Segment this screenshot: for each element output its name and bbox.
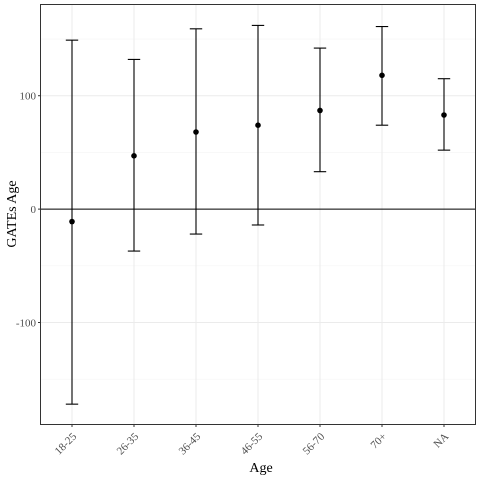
x-tick-label: 56-70 bbox=[301, 430, 328, 457]
data-point bbox=[193, 129, 199, 135]
data-point bbox=[69, 218, 75, 225]
x-tick-label: 70+ bbox=[369, 431, 390, 452]
y-tick-label: -100 bbox=[16, 318, 37, 330]
y-tick-label: 0 bbox=[31, 204, 37, 216]
y-axis-title: GATEs Age bbox=[5, 180, 20, 247]
x-tick-label: 18-25 bbox=[53, 430, 80, 457]
x-axis-ticks: 18-25 26-35 36-45 46-55 56-70 70+ NA bbox=[53, 424, 451, 457]
x-tick-label: 36-45 bbox=[177, 430, 204, 457]
x-tick-label: 46-55 bbox=[239, 430, 266, 457]
data-point bbox=[317, 107, 323, 114]
y-tick-label: 100 bbox=[20, 91, 37, 103]
data-points bbox=[69, 72, 447, 225]
data-point bbox=[379, 72, 385, 79]
data-point bbox=[131, 153, 137, 159]
x-tick-label: 26-35 bbox=[115, 430, 142, 457]
x-tick-label: NA bbox=[431, 431, 451, 451]
y-axis-ticks: -100 0 100 bbox=[16, 91, 41, 330]
data-point bbox=[255, 122, 261, 129]
data-point bbox=[441, 112, 447, 118]
x-axis-title: Age bbox=[249, 461, 272, 476]
